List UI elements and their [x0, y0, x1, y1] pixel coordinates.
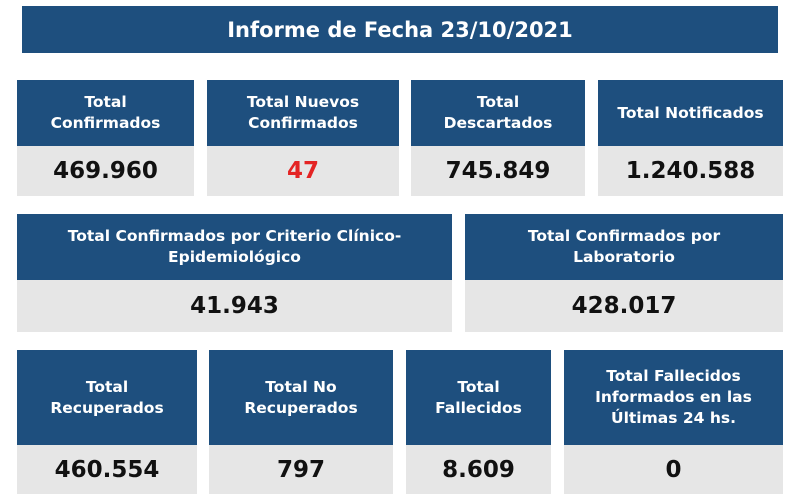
- card-label-line: Últimas 24 hs.: [611, 409, 736, 427]
- card-header: Total No Recuperados: [209, 350, 393, 445]
- card-total-descartados: Total Descartados 745.849: [411, 80, 585, 196]
- card-total-recuperados: Total Recuperados 460.554: [17, 350, 197, 494]
- card-label-line: Descartados: [443, 114, 553, 132]
- card-total-nuevos-confirmados: Total Nuevos Confirmados 47: [207, 80, 399, 196]
- card-value: 460.554: [17, 445, 197, 494]
- card-header: Total Nuevos Confirmados: [207, 80, 399, 146]
- card-value: 41.943: [17, 280, 452, 332]
- card-value: 8.609: [406, 445, 551, 494]
- card-value: 797: [209, 445, 393, 494]
- card-label-line: Confirmados: [248, 114, 358, 132]
- card-label-line: Total: [84, 93, 127, 111]
- card-label-line: Confirmados: [50, 114, 161, 132]
- card-value: 469.960: [17, 146, 194, 196]
- card-label-line: Total Notificados: [617, 103, 764, 122]
- card-label-line: Total No: [265, 377, 337, 396]
- card-total-confirmados: Total Confirmados 469.960: [17, 80, 194, 196]
- card-header: Total Notificados: [598, 80, 783, 146]
- card-total-notificados: Total Notificados 1.240.588: [598, 80, 783, 196]
- card-header: Total Descartados: [411, 80, 585, 146]
- card-label-line: Total: [457, 377, 500, 396]
- card-header: Total Fallecidos Informados en las Últim…: [564, 350, 783, 445]
- card-header: Total Confirmados por Criterio Clínico- …: [17, 214, 452, 280]
- card-header: Total Confirmados por Laboratorio: [465, 214, 783, 280]
- card-total-no-recuperados: Total No Recuperados 797: [209, 350, 393, 494]
- card-label-line: Total Confirmados por Criterio Clínico-: [67, 227, 402, 245]
- card-label-line: Total Fallecidos: [606, 367, 741, 385]
- card-label-line: Total Confirmados por: [527, 227, 721, 245]
- card-fallecidos-ultimas-24hs: Total Fallecidos Informados en las Últim…: [564, 350, 783, 494]
- card-header: Total Recuperados: [17, 350, 197, 445]
- card-value: 428.017: [465, 280, 783, 332]
- card-label-line: Laboratorio: [573, 248, 675, 266]
- card-total-fallecidos: Total Fallecidos 8.609: [406, 350, 551, 494]
- card-value: 1.240.588: [598, 146, 783, 196]
- card-label-line: Informados en las: [595, 388, 752, 406]
- card-value: 47: [207, 146, 399, 196]
- card-header: Total Confirmados: [17, 80, 194, 146]
- card-label-line: Total: [476, 93, 520, 111]
- card-label-line: Epidemiológico: [168, 248, 301, 266]
- card-label-line: Total Nuevos: [246, 93, 360, 111]
- card-label-line: Recuperados: [50, 398, 164, 417]
- card-label-line: Total: [85, 377, 129, 396]
- card-confirmados-laboratorio: Total Confirmados por Laboratorio 428.01…: [465, 214, 783, 332]
- card-label-line: Recuperados: [244, 398, 358, 417]
- report-title: Informe de Fecha 23/10/2021: [227, 17, 573, 42]
- report-title-banner: Informe de Fecha 23/10/2021: [22, 6, 778, 53]
- card-header: Total Fallecidos: [406, 350, 551, 445]
- card-value: 745.849: [411, 146, 585, 196]
- card-confirmados-criterio-clinico: Total Confirmados por Criterio Clínico- …: [17, 214, 452, 332]
- card-value: 0: [564, 445, 783, 494]
- card-label-line: Fallecidos: [435, 398, 522, 417]
